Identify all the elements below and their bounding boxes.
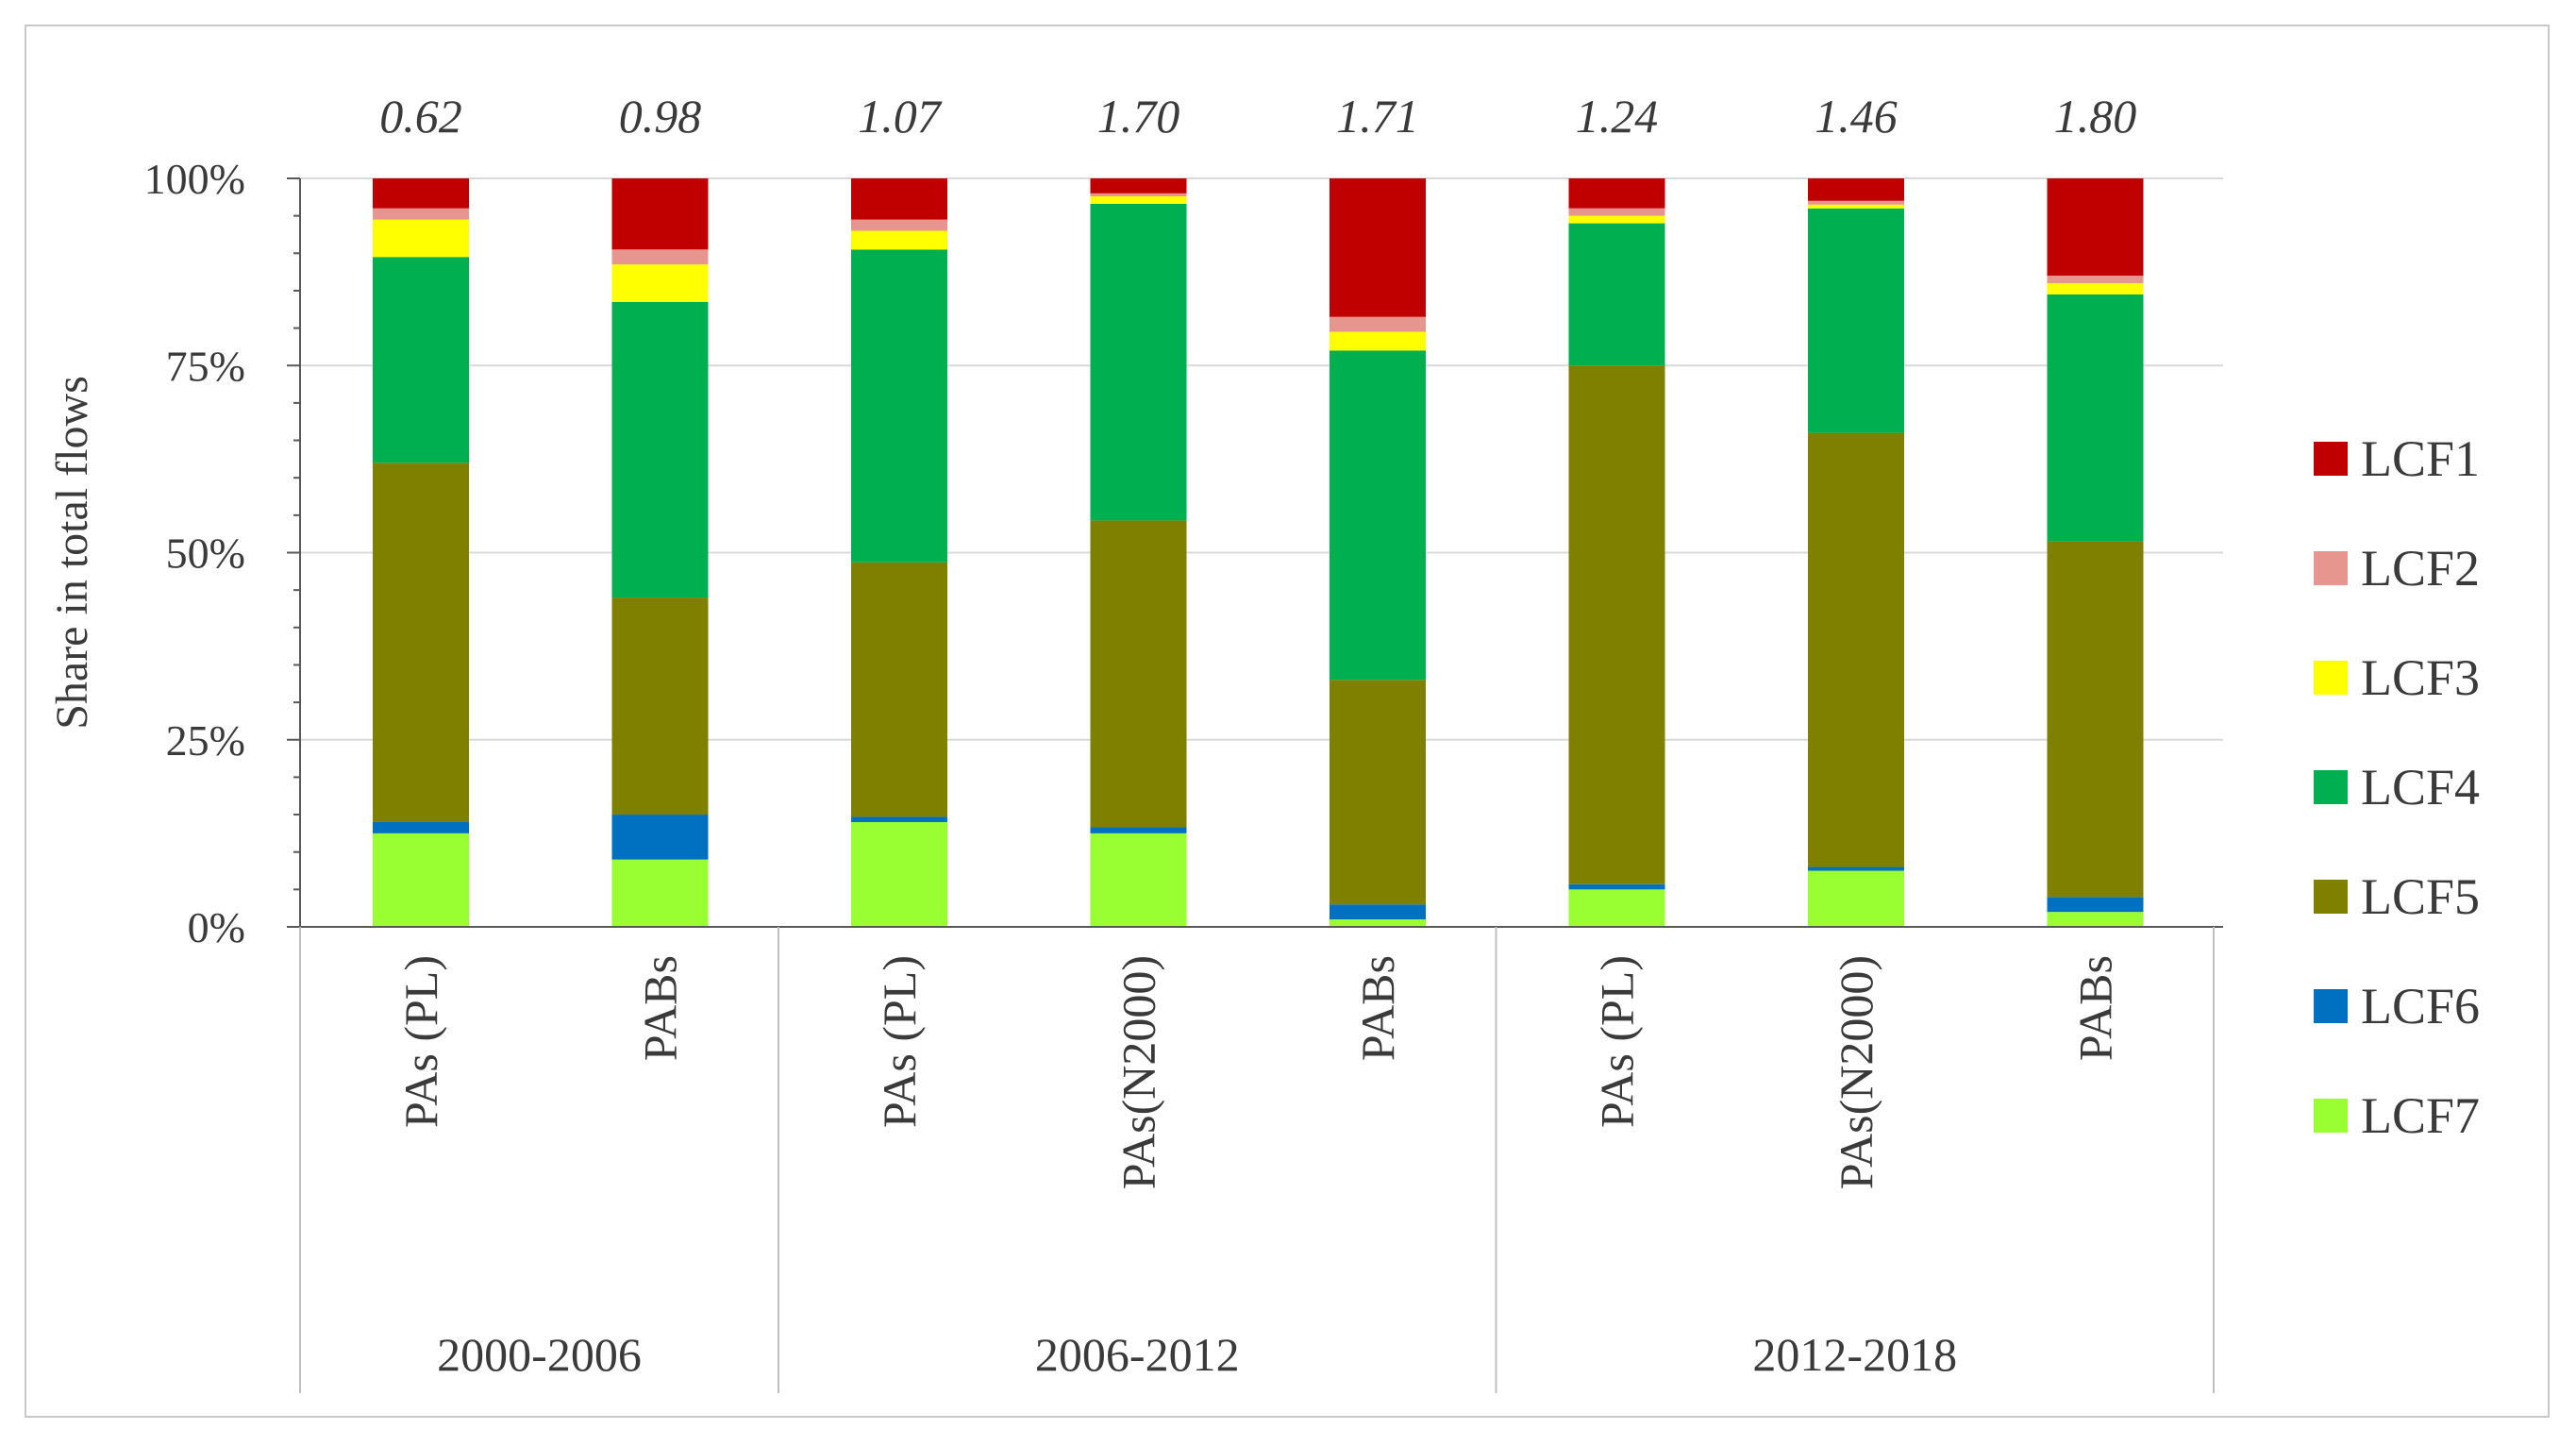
top-value-label: 0.98 <box>619 90 702 143</box>
bar-segment-lcf4 <box>1808 208 1904 433</box>
bar-segment-lcf1 <box>611 178 709 250</box>
legend-label-lcf1: LCF1 <box>2361 430 2480 487</box>
bar-segment-lcf1 <box>851 178 947 220</box>
bar-segment-lcf2 <box>851 219 947 231</box>
bar-segment-lcf6 <box>2047 897 2144 913</box>
bar-segment-lcf6 <box>851 816 947 822</box>
bar-segment-lcf3 <box>1090 196 1187 204</box>
bar-segment-lcf3 <box>373 219 469 258</box>
legend-swatch-lcf2 <box>2314 551 2348 585</box>
bar-segment-lcf3 <box>1808 204 1904 209</box>
legend-label-lcf2: LCF2 <box>2361 540 2480 597</box>
legend-swatch-lcf3 <box>2314 661 2348 695</box>
bar-segment-lcf4 <box>1090 203 1187 521</box>
bar-segment-lcf7 <box>1808 870 1904 927</box>
bar-segment-lcf3 <box>1330 331 1426 351</box>
y-tick-label: 100% <box>144 155 245 203</box>
bar-segment-lcf6 <box>1090 827 1187 833</box>
legend-swatch-lcf6 <box>2314 989 2348 1023</box>
category-label: PAs (PL) <box>1591 955 1644 1128</box>
category-label: PAs (PL) <box>873 955 926 1128</box>
bar-segment-lcf1 <box>1808 178 1904 201</box>
category-label: PABs <box>2069 955 2122 1061</box>
category-label: PAs(N2000) <box>1830 955 1882 1189</box>
bar-segment-lcf5 <box>1330 680 1426 905</box>
bar-segment-lcf5 <box>611 597 709 815</box>
top-value-label: 1.46 <box>1815 90 1898 143</box>
y-tick-label: 50% <box>166 530 245 578</box>
top-value-label: 1.07 <box>858 90 943 143</box>
group-label: 2000-2006 <box>437 1328 642 1381</box>
bar-segment-lcf5 <box>851 562 947 817</box>
bar-segment-lcf7 <box>1090 832 1187 927</box>
top-value-label: 1.24 <box>1576 90 1659 143</box>
bar-segment-lcf2 <box>2047 276 2144 284</box>
bar-segment-lcf6 <box>1568 883 1665 890</box>
bar-segment-lcf5 <box>1568 365 1665 884</box>
bar-segment-lcf3 <box>611 264 709 302</box>
bar-segment-lcf3 <box>1568 215 1665 224</box>
category-label: PAs(N2000) <box>1112 955 1165 1189</box>
bar-segment-lcf7 <box>1330 919 1426 927</box>
legend-swatch-lcf1 <box>2314 442 2348 476</box>
group-label: 2012-2018 <box>1752 1328 1957 1381</box>
top-value-label: 1.71 <box>1336 90 1419 143</box>
bar-segment-lcf6 <box>611 815 709 860</box>
bar-segment-lcf5 <box>373 462 469 822</box>
bar-segment-lcf4 <box>2047 294 2144 542</box>
bar-segment-lcf6 <box>373 821 469 833</box>
legend-label-lcf6: LCF6 <box>2361 978 2480 1034</box>
bar-segment-lcf7 <box>1568 889 1665 927</box>
y-axis-title: Share in total flows <box>47 376 97 730</box>
bar-segment-lcf4 <box>1568 223 1665 366</box>
bar-segment-lcf2 <box>611 249 709 265</box>
group-label: 2006-2012 <box>1035 1328 1240 1381</box>
bar-segment-lcf1 <box>2047 178 2144 277</box>
bar-segment-lcf2 <box>1568 208 1665 216</box>
bar-segment-lcf4 <box>851 249 947 563</box>
bar-segment-lcf6 <box>1330 904 1426 920</box>
bar-segment-lcf1 <box>1568 178 1665 209</box>
y-tick-label: 25% <box>166 716 245 765</box>
legend-label-lcf4: LCF4 <box>2361 759 2480 815</box>
bar-segment-lcf4 <box>611 301 709 598</box>
bar-segment-lcf4 <box>373 257 469 463</box>
bar-segment-lcf2 <box>373 208 469 220</box>
bar-segment-lcf2 <box>1808 200 1904 205</box>
legend-label-lcf7: LCF7 <box>2361 1087 2480 1144</box>
top-value-label: 1.70 <box>1097 90 1180 143</box>
bar-segment-lcf2 <box>1090 193 1187 197</box>
bar-segment-lcf1 <box>373 178 469 209</box>
bar-segment-lcf1 <box>1330 178 1426 317</box>
legend-swatch-lcf4 <box>2314 770 2348 804</box>
bar-segment-lcf5 <box>2047 541 2144 898</box>
y-tick-label: 0% <box>188 903 245 951</box>
bar-segment-lcf7 <box>373 832 469 927</box>
bar-segment-lcf7 <box>851 821 947 927</box>
bar-segment-lcf5 <box>1090 520 1187 828</box>
y-tick-label: 75% <box>166 342 245 390</box>
category-label: PABs <box>634 955 687 1061</box>
bar-segment-lcf3 <box>851 230 947 250</box>
bar-segment-lcf5 <box>1808 432 1904 867</box>
bar-segment-lcf7 <box>2047 912 2144 927</box>
bar-segment-lcf4 <box>1330 350 1426 681</box>
legend-swatch-lcf7 <box>2314 1099 2348 1133</box>
bar-segment-lcf7 <box>611 859 709 927</box>
category-label: PAs (PL) <box>394 955 447 1128</box>
bar-segment-lcf6 <box>1808 866 1904 871</box>
bar-segment-lcf2 <box>1330 316 1426 332</box>
bar-segment-lcf1 <box>1090 178 1187 193</box>
category-label: PABs <box>1351 955 1404 1061</box>
top-value-label: 1.80 <box>2054 90 2137 143</box>
legend-label-lcf5: LCF5 <box>2361 868 2480 925</box>
bar-segment-lcf3 <box>2047 283 2144 294</box>
legend-label-lcf3: LCF3 <box>2361 649 2480 706</box>
top-value-label: 0.62 <box>379 90 462 143</box>
legend-swatch-lcf5 <box>2314 880 2348 914</box>
